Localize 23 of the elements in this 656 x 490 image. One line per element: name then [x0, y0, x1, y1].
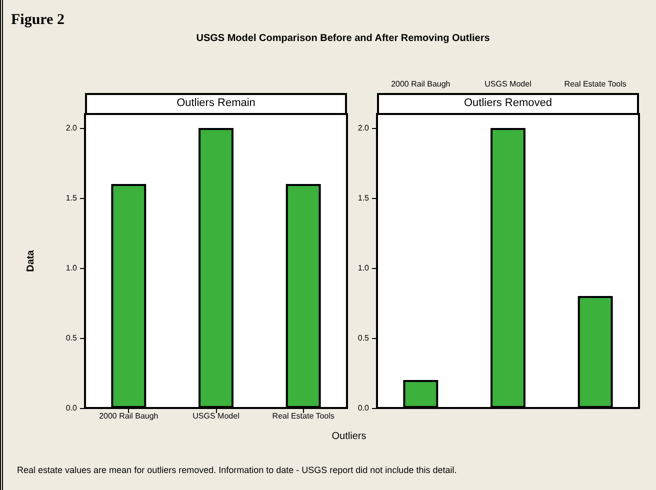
- x-tick-label: Real Estate Tools: [564, 80, 626, 88]
- y-tick-label: 0.0: [66, 404, 78, 412]
- y-tick-label: 1.5: [358, 194, 370, 202]
- y-tick-label: 2.0: [66, 124, 78, 132]
- x-tick-label: USGS Model: [192, 412, 240, 420]
- y-tick-label: 0.5: [66, 334, 78, 342]
- y-axis-title: Data: [26, 250, 36, 272]
- caption: Figure 2: [11, 12, 64, 29]
- y-tick-label: 2.0: [358, 124, 370, 132]
- x-tick-label: 2000 Rail Baugh: [99, 412, 158, 420]
- chart-title: Outliers Remain: [85, 93, 347, 115]
- y-tick-label: 1.0: [66, 264, 78, 272]
- x-tick-label: Real Estate Tools: [272, 412, 334, 420]
- chart-title: Outliers Removed: [377, 93, 639, 115]
- y-tick-label: 1.5: [66, 194, 78, 202]
- text: USGS Model Comparison Before and After Removing Outliers: [196, 33, 490, 44]
- y-tick-label: 0.5: [358, 334, 370, 342]
- x-tick-label: 2000 Rail Baugh: [391, 80, 450, 88]
- x-tick-label: USGS Model: [484, 80, 532, 88]
- text: Real estate values are mean for outliers removed. Information to date - USGS report did not include this detail.: [17, 465, 457, 475]
- x-axis-title: Outliers: [332, 431, 366, 442]
- y-tick-label: 1.0: [358, 264, 370, 272]
- y-tick-label: 0.0: [358, 404, 370, 412]
